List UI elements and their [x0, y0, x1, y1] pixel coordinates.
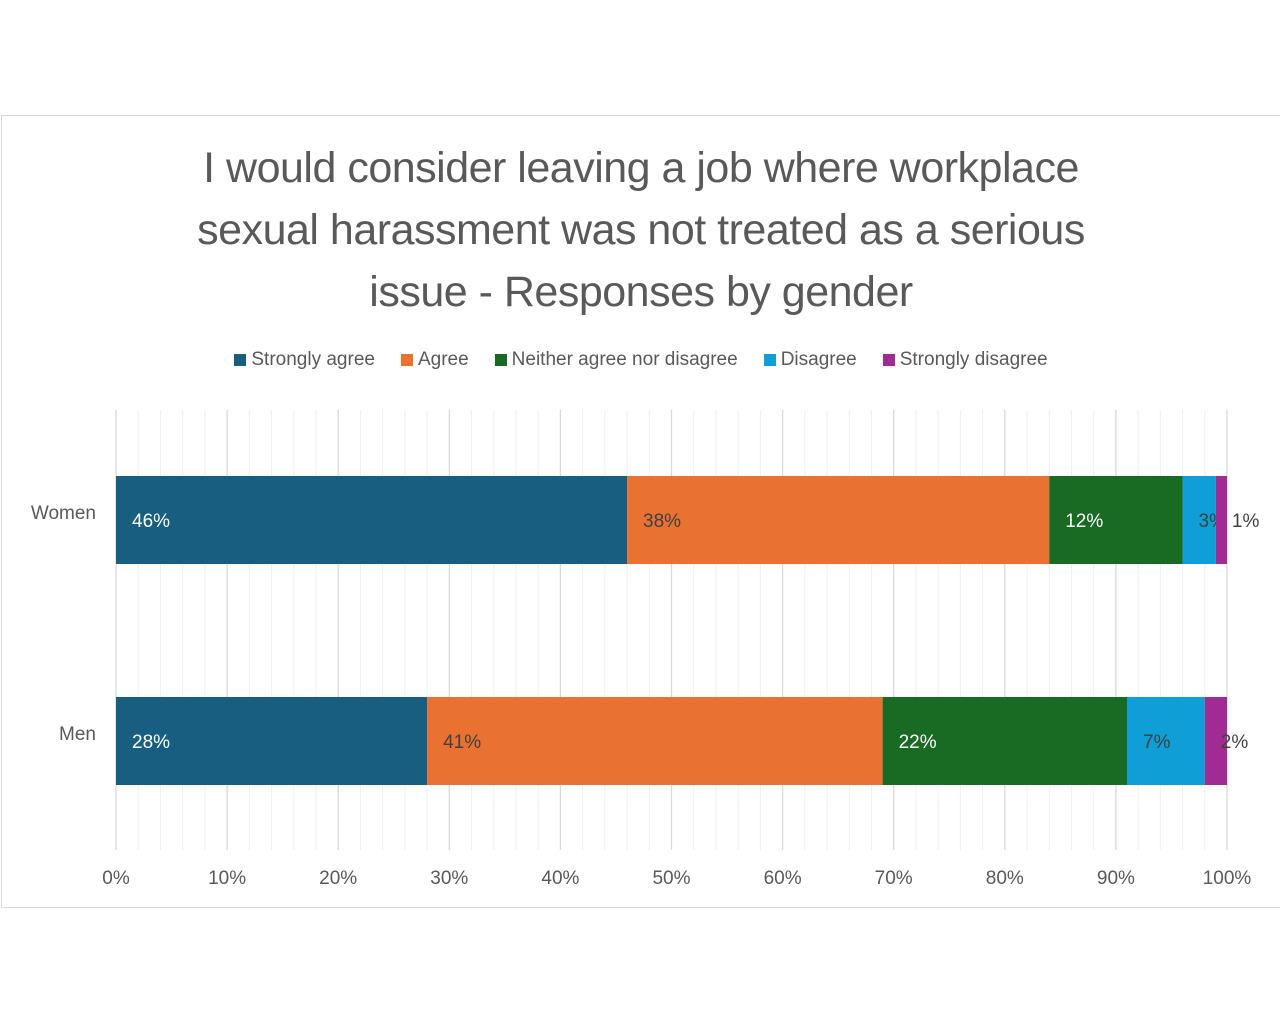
- legend-item-agree: Agree: [400, 349, 469, 371]
- chart-title-line-1: I would consider leaving a job where wor…: [203, 144, 1079, 192]
- x-tick-label: 100%: [1203, 868, 1252, 889]
- x-tick-label: 80%: [986, 868, 1024, 889]
- data-label: 12%: [1065, 511, 1103, 532]
- data-label: 41%: [443, 732, 481, 753]
- x-tick-label: 50%: [652, 868, 690, 889]
- legend-item-disagree: Disagree: [763, 349, 857, 371]
- chart-title: I would consider leaving a job where wor…: [0, 137, 1280, 323]
- bar-men-series-0: [116, 697, 428, 785]
- legend-label: Neither agree nor disagree: [511, 349, 738, 370]
- bar-women-series-2: [1049, 476, 1183, 564]
- data-label: 22%: [899, 732, 937, 753]
- x-tick-label: 40%: [541, 868, 579, 889]
- bar-men-series-3: [1127, 697, 1205, 785]
- legend-label: Agree: [417, 349, 469, 370]
- legend-swatch: [400, 354, 413, 366]
- category-label: Men: [59, 724, 96, 745]
- data-label: 28%: [132, 732, 170, 753]
- x-tick-label: 10%: [208, 868, 246, 889]
- legend-item-strongly-disagree: Strongly disagree: [882, 349, 1048, 371]
- legend-swatch: [494, 354, 507, 366]
- bar-women-series-0: [116, 476, 628, 564]
- category-label: Women: [31, 503, 96, 524]
- chart-title-line-3: issue - Responses by gender: [369, 268, 913, 316]
- data-label: 38%: [643, 511, 681, 532]
- bar-women-series-4: [1215, 476, 1227, 564]
- legend-swatch: [763, 354, 776, 366]
- x-tick-label: 70%: [875, 868, 913, 889]
- data-label: 1%: [1232, 511, 1260, 532]
- x-tick-label: 60%: [764, 868, 802, 889]
- legend-swatch: [234, 354, 247, 366]
- x-tick-label: 0%: [102, 868, 130, 889]
- legend-item-neither: Neither agree nor disagree: [494, 349, 738, 371]
- chart-legend: Strongly agree Agree Neither agree nor d…: [0, 347, 1280, 373]
- chart-title-line-2: sexual harassment was not treated as a s…: [197, 206, 1085, 254]
- data-label: 2%: [1221, 732, 1249, 753]
- bar-women-series-3: [1182, 476, 1216, 564]
- x-tick-label: 30%: [430, 868, 468, 889]
- legend-swatch: [882, 354, 895, 366]
- data-label: 46%: [132, 511, 170, 532]
- legend-label: Strongly disagree: [899, 349, 1048, 370]
- legend-label: Strongly agree: [251, 349, 375, 370]
- x-tick-label: 20%: [319, 868, 357, 889]
- bar-women-series-1: [627, 476, 1050, 564]
- legend-label: Disagree: [780, 349, 857, 370]
- data-label: 7%: [1143, 732, 1171, 753]
- bar-men-series-1: [427, 697, 883, 785]
- bar-men-series-2: [882, 697, 1128, 785]
- bar-men-series-4: [1204, 697, 1227, 785]
- legend-item-strongly-agree: Strongly agree: [234, 349, 375, 371]
- x-tick-label: 90%: [1097, 868, 1135, 889]
